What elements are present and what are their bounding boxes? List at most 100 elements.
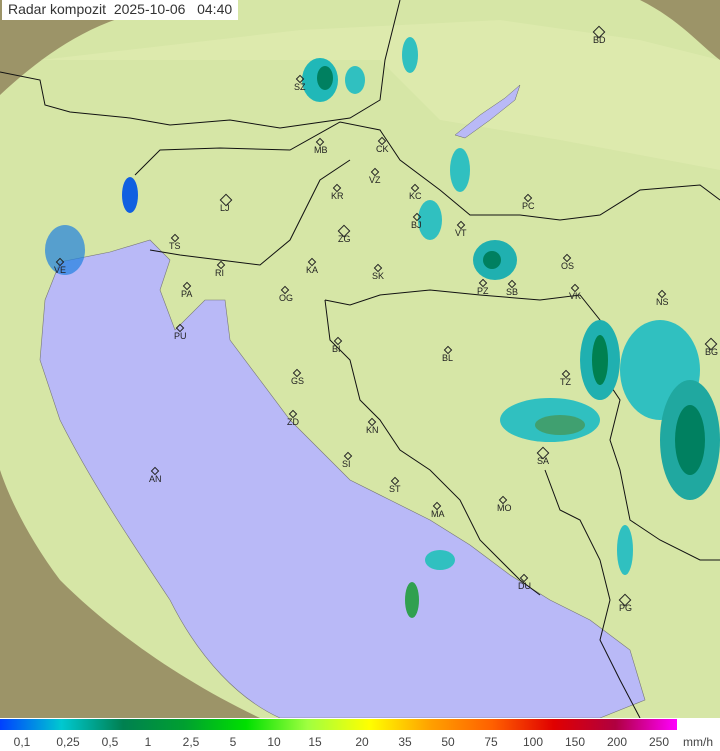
city-marker: PZ <box>477 278 489 296</box>
legend-tick: 15 <box>308 735 322 749</box>
city-marker: ZD <box>287 409 299 427</box>
legend-tick: 2,5 <box>182 735 200 749</box>
city-diamond-icon <box>295 74 305 84</box>
city-label: PC <box>522 201 535 211</box>
city-label: OS <box>561 261 574 271</box>
city-diamond-icon <box>343 451 353 461</box>
city-marker: NS <box>656 289 669 307</box>
city-diamond-icon <box>412 212 422 222</box>
city-marker: SI <box>342 451 353 469</box>
city-diamond-icon <box>150 466 160 476</box>
land-north <box>40 20 720 170</box>
city-label: BJ <box>411 220 422 230</box>
city-diamond-icon <box>536 446 550 460</box>
city-label: TZ <box>560 377 571 387</box>
city-label: BL <box>442 353 453 363</box>
city-diamond-icon <box>367 417 377 427</box>
city-diamond-icon <box>432 501 442 511</box>
city-label: AN <box>149 474 162 484</box>
city-label: TS <box>169 241 181 251</box>
city-diamond-icon <box>443 345 453 355</box>
city-marker: VZ <box>369 167 381 185</box>
city-diamond-icon <box>478 278 488 288</box>
city-label: KR <box>331 191 344 201</box>
legend-tick: 20 <box>355 735 369 749</box>
city-marker: KC <box>409 183 422 201</box>
city-label: VZ <box>369 175 381 185</box>
legend-tick: 150 <box>564 735 586 749</box>
city-marker: BJ <box>411 212 422 230</box>
city-label: KA <box>306 265 318 275</box>
city-marker: KA <box>306 257 318 275</box>
city-label: VE <box>54 265 66 275</box>
city-marker: BG <box>704 337 718 357</box>
city-label: OG <box>279 293 293 303</box>
city-marker: BI <box>332 336 343 354</box>
city-label: MA <box>431 509 445 519</box>
legend-tick: 5 <box>229 735 237 749</box>
city-marker: ST <box>389 476 401 494</box>
city-label: VT <box>455 228 467 238</box>
legend-color-bar <box>0 719 677 730</box>
radar-echoes <box>45 37 720 618</box>
city-diamond-icon <box>288 409 298 419</box>
city-marker: MO <box>497 495 512 513</box>
city-marker: CK <box>376 136 389 154</box>
legend-tick: 35 <box>398 735 412 749</box>
city-marker: TS <box>169 233 181 251</box>
city-diamond-icon <box>315 137 325 147</box>
city-label: PZ <box>477 286 489 296</box>
city-label: PU <box>174 331 187 341</box>
city-marker: SA <box>536 446 550 466</box>
city-marker: AN <box>149 466 162 484</box>
city-diamond-icon <box>562 253 572 263</box>
city-diamond-icon <box>657 289 667 299</box>
legend-tick: 100 <box>522 735 544 749</box>
city-diamond-icon <box>333 336 343 346</box>
city-label: SB <box>506 287 518 297</box>
city-diamond-icon <box>292 368 302 378</box>
city-marker: KR <box>331 183 344 201</box>
legend-unit: mm/h <box>683 735 713 749</box>
city-label: ZG <box>338 234 351 244</box>
city-marker: BD <box>592 25 606 45</box>
city-diamond-icon <box>175 323 185 333</box>
city-diamond-icon <box>332 183 342 193</box>
city-diamond-icon <box>182 281 192 291</box>
legend-tick: 0,5 <box>101 735 119 749</box>
city-marker: KN <box>366 417 379 435</box>
city-diamond-icon <box>561 369 571 379</box>
city-marker: PC <box>522 193 535 211</box>
city-marker: BL <box>442 345 453 363</box>
city-marker: ZG <box>337 224 351 244</box>
legend-tick: 0,1 <box>13 735 31 749</box>
adriatic-sea <box>39 239 646 718</box>
radar-map[interactable]: SZ MB CK VZ KR KC LJ ZG BJ VT PC TS KA SK RI OS PZ SB VK PA… <box>0 0 720 718</box>
city-marker: OG <box>279 285 293 303</box>
city-marker: LJ <box>219 193 233 213</box>
city-label: ZD <box>287 417 299 427</box>
city-label: SZ <box>294 82 306 92</box>
legend-tick: 0,25 <box>56 735 80 749</box>
legend-tick: 1 <box>144 735 152 749</box>
city-marker: MB <box>314 137 328 155</box>
map-title: Radar kompozit 2025-10-06 04:40 <box>2 0 239 20</box>
city-diamond-icon <box>170 233 180 243</box>
city-diamond-icon <box>390 476 400 486</box>
city-diamond-icon <box>55 257 65 267</box>
city-marker: GS <box>291 368 304 386</box>
city-diamond-icon <box>377 136 387 146</box>
city-label: MB <box>314 145 328 155</box>
city-label: PA <box>181 289 192 299</box>
city-marker: TZ <box>560 369 571 387</box>
city-label: DU <box>518 581 531 591</box>
legend-tick: 50 <box>441 735 455 749</box>
city-label: CK <box>376 144 389 154</box>
city-diamond-icon <box>337 224 351 238</box>
lake-balaton <box>454 84 521 139</box>
city-label: BI <box>332 344 341 354</box>
city-diamond-icon <box>618 593 632 607</box>
city-label: MO <box>497 503 512 513</box>
city-diamond-icon <box>307 257 317 267</box>
city-label: SI <box>342 459 351 469</box>
